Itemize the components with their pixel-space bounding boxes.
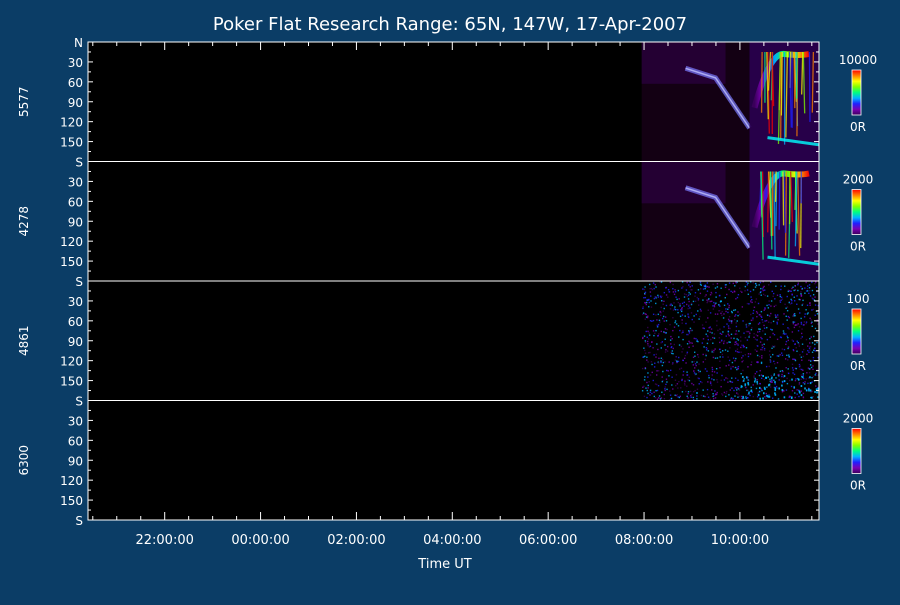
y-tick-label: S xyxy=(75,156,83,170)
colorbar-min-label: 0R xyxy=(850,120,866,134)
x-tick-label: 00:00:00 xyxy=(231,533,289,548)
panel-4861: 4861 30 60 90 120 150 S 100 0R xyxy=(17,281,869,409)
y-tick-label: 120 xyxy=(60,355,83,369)
colorbar-min-label: 0R xyxy=(850,359,866,373)
panel-wavelength-label: 4861 xyxy=(17,325,31,356)
chart-title: Poker Flat Research Range: 65N, 147W, 17… xyxy=(213,14,687,35)
panel-6300: 6300 30 60 90 120 150 S 2000 0R xyxy=(17,401,873,529)
x-tick-label: 10:00:00 xyxy=(711,533,769,548)
panel-wavelength-label: 4278 xyxy=(17,206,31,237)
y-tick-label: 150 xyxy=(60,255,83,269)
y-tick-label: 120 xyxy=(60,474,83,488)
y-tick-label: 30 xyxy=(68,175,83,189)
colorbar xyxy=(852,309,861,354)
y-tick-label: 60 xyxy=(68,195,83,209)
x-axis-label: Time UT xyxy=(417,557,471,572)
y-tick-label: 60 xyxy=(68,315,83,329)
y-tick-label: 90 xyxy=(68,454,83,468)
panel-wavelength-label: 5577 xyxy=(17,86,31,117)
y-tick-label: 30 xyxy=(68,295,83,309)
keogram-image xyxy=(642,42,819,162)
y-tick-label: S xyxy=(75,275,83,289)
colorbar xyxy=(852,190,861,235)
x-tick-label: 02:00:00 xyxy=(327,533,385,548)
y-tick-label: 60 xyxy=(68,434,83,448)
colorbar xyxy=(852,70,861,115)
colorbar-max-label: 100 xyxy=(847,292,870,306)
panel-5577: 5577 N 30 60 90 120 150 S 10000 0R xyxy=(17,36,877,170)
x-tick-label: 06:00:00 xyxy=(519,533,577,548)
colorbar-max-label: 2000 xyxy=(843,173,874,187)
y-tick-label: 30 xyxy=(68,56,83,70)
y-tick-label: S xyxy=(75,395,83,409)
colorbar xyxy=(852,429,861,474)
y-tick-label: 90 xyxy=(68,215,83,229)
y-tick-label: 150 xyxy=(60,136,83,150)
colorbar-min-label: 0R xyxy=(850,240,866,254)
y-tick-label: 150 xyxy=(60,375,83,389)
panel-wavelength-label: 6300 xyxy=(17,445,31,476)
y-tick-label: 150 xyxy=(60,494,83,508)
y-tick-label: S xyxy=(75,514,83,528)
y-tick-label: 90 xyxy=(68,96,83,110)
x-tick-label: 08:00:00 xyxy=(615,533,673,548)
y-tick-label: 120 xyxy=(60,235,83,249)
colorbar-min-label: 0R xyxy=(850,479,866,493)
y-tick-label: N xyxy=(74,36,83,50)
y-tick-label: 60 xyxy=(68,76,83,90)
x-tick-label: 04:00:00 xyxy=(423,533,481,548)
colorbar-max-label: 2000 xyxy=(843,412,874,426)
y-tick-label: 90 xyxy=(68,335,83,349)
panel-4278: 4278 30 60 90 120 150 S 2000 0R xyxy=(17,162,873,290)
y-tick-label: 120 xyxy=(60,116,83,130)
panel-background xyxy=(88,401,819,521)
keogram-image xyxy=(642,162,819,282)
colorbar-max-label: 10000 xyxy=(839,53,877,67)
y-tick-label: 30 xyxy=(68,414,83,428)
x-tick-label: 22:00:00 xyxy=(135,533,193,548)
